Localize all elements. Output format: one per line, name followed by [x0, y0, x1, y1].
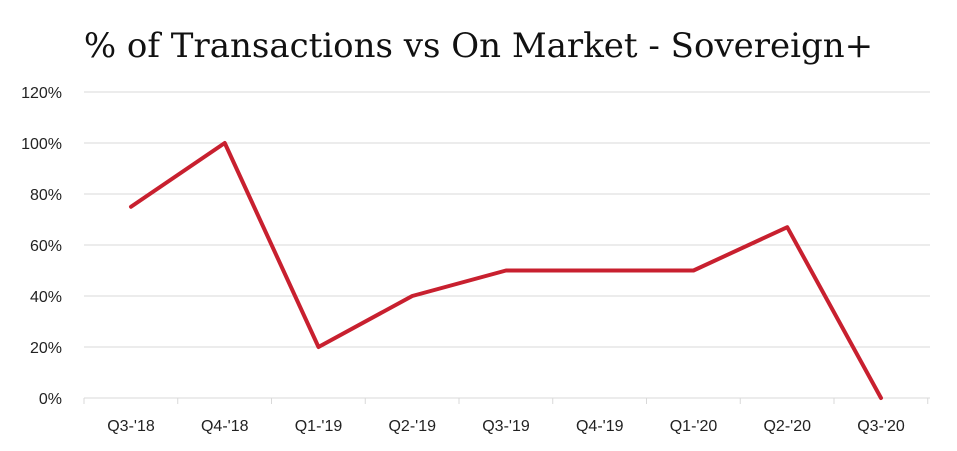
x-tick-label: Q1-'19	[295, 418, 343, 435]
series-lines	[129, 141, 883, 400]
y-tick-label: 80%	[30, 187, 62, 204]
gridlines	[84, 91, 930, 348]
x-tick-label: Q3-'20	[857, 418, 905, 435]
y-tick-label: 60%	[30, 238, 62, 255]
y-tick-label: 120%	[21, 85, 62, 102]
x-axis-tick-labels: Q3-'18 Q4-'18 Q1-'19 Q2-'19 Q3-'19 Q4-'19 Q1-'…	[107, 418, 905, 435]
x-tick-label: Q4-'18	[201, 418, 249, 435]
y-tick-label: 20%	[30, 340, 62, 357]
series-line	[129, 141, 883, 400]
chart-title: % of Transactions vs On Market - Soverei…	[83, 26, 874, 66]
x-tick-label: Q4-'19	[576, 418, 624, 435]
y-tick-label: 100%	[21, 136, 62, 153]
y-axis-tick-labels: 0% 20% 40% 60% 80% 100% 120%	[21, 85, 62, 408]
y-tick-label: 40%	[30, 289, 62, 306]
x-tick-label: Q1-'20	[670, 418, 718, 435]
x-tick-label: Q2-'20	[763, 418, 811, 435]
x-tick-label: Q2-'19	[388, 418, 436, 435]
y-tick-label: 0%	[39, 391, 62, 408]
x-axis	[83, 397, 930, 404]
x-tick-label: Q3-'18	[107, 418, 155, 435]
x-tick-label: Q3-'19	[482, 418, 530, 435]
